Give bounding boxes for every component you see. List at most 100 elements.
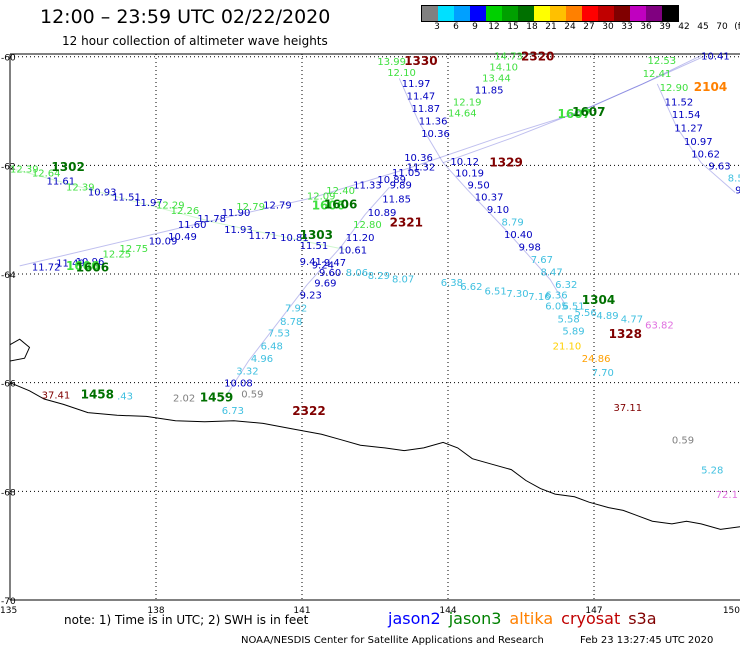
- map-subtitle: 12 hour collection of altimeter wave hei…: [62, 34, 328, 48]
- wave-height-label: 10.12: [450, 157, 479, 168]
- wave-height-label: 12.29: [156, 201, 185, 212]
- latitude-label: -62: [1, 162, 16, 172]
- pass-time-label: 1606: [76, 261, 109, 275]
- wave-height-label: 12.75: [120, 244, 149, 255]
- color-scale-label: 12: [488, 22, 500, 32]
- color-swatch: [598, 6, 614, 21]
- wave-height-label: 10.97: [684, 137, 713, 148]
- pass-time-label: 1607: [572, 105, 605, 119]
- wave-height-label: 6.38: [441, 278, 463, 289]
- pass-time-label: 2320: [521, 50, 554, 64]
- credit-line: NOAA/NESDIS Center for Satellite Applica…: [241, 635, 544, 646]
- wave-height-label: 6.51: [562, 302, 584, 313]
- wave-height-label: 7.16: [528, 292, 550, 303]
- wave-height-label: 10.49: [168, 232, 197, 243]
- wave-height-label: 11.93: [224, 225, 253, 236]
- wave-height-label: 9.60: [319, 268, 341, 279]
- legend-cryosat: cryosat: [561, 609, 621, 628]
- wave-height-label: 10.37: [475, 192, 504, 203]
- wave-height-label: 12.64: [32, 168, 61, 179]
- footer-note: note: 1) Time is in UTC; 2) SWH is in fe…: [64, 613, 309, 627]
- pass-time-label: 1302: [51, 160, 84, 174]
- wave-height-label: 6.36: [545, 291, 567, 302]
- wave-height-label: 10.09: [149, 236, 178, 247]
- color-scale-label: 27: [583, 22, 595, 32]
- wave-height-label: 10.89: [368, 208, 397, 219]
- latitude-labels: -60 -62 -64 -66 -68 -70: [1, 54, 16, 607]
- wave-height-label: 14.64: [448, 109, 477, 120]
- color-swatch: [646, 6, 662, 21]
- color-swatch: [438, 6, 454, 21]
- wave-height-label: 8.29: [368, 271, 390, 282]
- latitude-label: -68: [1, 488, 16, 498]
- color-swatch: [486, 6, 502, 21]
- wave-height-label: 10.96: [76, 257, 105, 268]
- longitude-label: 144: [439, 606, 456, 616]
- wave-height-label: 5.58: [558, 315, 580, 326]
- wave-height-label: 11.85: [475, 85, 504, 96]
- wave-height-label: 11.05: [392, 168, 421, 179]
- wave-height-label: 8.78: [280, 317, 302, 328]
- color-scale-label: 24: [564, 22, 576, 32]
- wave-height-label: 6.62: [460, 282, 482, 293]
- wave-height-label: 7.70: [592, 368, 614, 379]
- wave-height-label: 10.08: [224, 379, 253, 390]
- wave-height-label: 0.59: [241, 390, 263, 401]
- wave-height-label: 12.79: [263, 201, 292, 212]
- wave-height-label: 11.90: [222, 208, 251, 219]
- wave-height-label: 6.48: [261, 342, 283, 353]
- wave-height-label: 12.10: [387, 68, 416, 79]
- wave-height-label: 10.19: [455, 168, 484, 179]
- pass-time-label: 2104: [694, 80, 727, 94]
- wave-height-label: 11.85: [382, 195, 411, 206]
- wave-height-label: 10.61: [339, 246, 368, 257]
- wave-height-label: 12.19: [453, 97, 482, 108]
- wave-height-label: 9.69: [314, 279, 336, 290]
- pass-time-label: 2321: [390, 215, 423, 229]
- wave-height-label: 11.87: [412, 104, 441, 115]
- wave-height-label: 7.67: [531, 255, 553, 266]
- wave-height-label: 9.24: [312, 260, 334, 271]
- wave-height-label: 4.96: [251, 354, 273, 365]
- wave-height-label: 11.27: [674, 123, 703, 134]
- wave-height-label: 6.05: [545, 302, 567, 313]
- wave-height-label: 9.23: [300, 291, 322, 302]
- legend-jason3: jason3: [448, 609, 502, 628]
- color-swatch: [582, 6, 598, 21]
- wave-height-label: 10.36: [404, 153, 433, 164]
- satellite-legend: jason2 jason3 altika cryosat s3a: [388, 609, 665, 628]
- map-title: 12:00 – 23:59 UTC 02/22/2020: [40, 6, 331, 28]
- wave-height-label: 7.30: [506, 289, 528, 300]
- longitude-label: 138: [147, 606, 164, 616]
- wave-height-label: 9.50: [468, 180, 490, 191]
- wave-height-label: 8.79: [502, 217, 524, 228]
- wave-height-label: 11.71: [249, 231, 278, 242]
- graticule: [10, 54, 740, 600]
- color-swatch: [630, 6, 646, 21]
- wave-height-label: 4.77: [621, 315, 643, 326]
- latitude-label: -70: [1, 597, 16, 607]
- wave-height-readings: 12.3912.64130211.6112.3910.9311.5111.971…: [10, 50, 740, 501]
- color-scale-label: 9: [472, 22, 478, 32]
- wave-height-label: 12.26: [171, 206, 200, 217]
- wave-height-label: 9.89: [390, 180, 412, 191]
- satellite-track: [656, 83, 736, 193]
- color-swatch: [454, 6, 470, 21]
- wave-height-label: 11.20: [346, 233, 375, 244]
- wave-height-label: 10.36: [421, 129, 450, 140]
- pass-time-label: 1606: [66, 259, 99, 273]
- wave-height-label: 9.10: [487, 205, 509, 216]
- wave-height-label: 12.79: [236, 202, 265, 213]
- color-scale-label: 21: [545, 22, 557, 32]
- color-swatch: [550, 6, 566, 21]
- wave-height-label: 10.93: [88, 188, 117, 199]
- wave-height-label: 9.41: [300, 257, 322, 268]
- color-scale-label: 3: [434, 22, 440, 32]
- wave-height-label: 6.32: [555, 280, 577, 291]
- wave-height-label: 37.41: [42, 391, 71, 402]
- wave-height-label: 4.89: [596, 311, 618, 322]
- color-scale-label: (ft): [734, 22, 740, 32]
- wave-height-label: 10.89: [377, 175, 406, 186]
